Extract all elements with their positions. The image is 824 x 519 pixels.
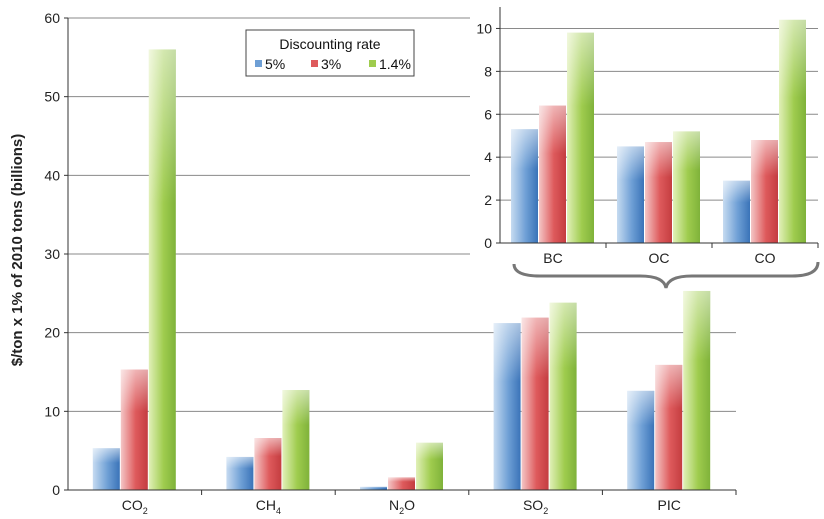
main-bar-highlight xyxy=(416,442,443,490)
main-axes xyxy=(64,17,737,495)
inset-x-category-labels: BC OC CO xyxy=(543,250,775,266)
inset-bar-highlight xyxy=(779,19,806,243)
main-bar-highlight xyxy=(254,438,282,490)
inset-brace xyxy=(512,261,820,289)
main-x-label-ch4: CH4 xyxy=(256,497,281,516)
main-bar-highlight xyxy=(148,49,176,490)
inset-bar-highlight xyxy=(539,105,566,243)
main-bar-highlight xyxy=(549,302,577,490)
legend-label-3pct: 3% xyxy=(321,56,341,72)
main-bars xyxy=(92,49,711,490)
main-x-label-n2o: N2O xyxy=(389,497,415,516)
legend-swatch-1.4pct xyxy=(369,60,376,67)
main-bar-highlight xyxy=(627,390,655,490)
inset-bar-highlight xyxy=(511,129,538,243)
inset-y-tick-label: 0 xyxy=(484,235,492,251)
inset-chart: 0 2 4 6 8 10 BC OC CO xyxy=(476,7,820,289)
inset-y-tick-label: 2 xyxy=(484,192,492,208)
inset-bar-highlight xyxy=(751,140,778,243)
inset-bars xyxy=(511,19,806,243)
main-x-label-so2: SO2 xyxy=(523,497,548,516)
legend-swatch-5pct xyxy=(255,60,262,67)
main-y-tick-label: 20 xyxy=(44,325,60,341)
y-axis-label: $/ton x 1% of 2010 tons (billions) xyxy=(9,134,26,367)
legend-label-1.4pct: 1.4% xyxy=(379,56,411,72)
inset-axes xyxy=(496,7,819,248)
main-bar-highlight xyxy=(493,323,521,490)
main-bar-highlight xyxy=(120,369,148,490)
main-x-label-pic: PIC xyxy=(658,497,681,513)
inset-y-tick-label: 6 xyxy=(484,106,492,122)
legend-swatch-3pct xyxy=(311,60,318,67)
main-bar-highlight xyxy=(282,390,310,490)
legend-label-5pct: 5% xyxy=(265,56,285,72)
main-y-tick-label: 60 xyxy=(44,10,60,26)
main-bar-highlight xyxy=(521,317,549,490)
inset-y-tick-labels: 0 2 4 6 8 10 xyxy=(476,20,492,251)
main-bar-highlight xyxy=(226,456,254,490)
legend-box xyxy=(245,29,415,77)
inset-bar-highlight xyxy=(645,142,672,243)
main-bar-highlight xyxy=(655,364,683,490)
main-bar-highlight xyxy=(360,486,387,490)
legend-items: 5% 3% 1.4% xyxy=(255,56,411,72)
main-bar-highlight xyxy=(683,290,711,490)
inset-x-label-co: CO xyxy=(755,250,776,266)
inset-x-label-bc: BC xyxy=(543,250,562,266)
main-y-tick-label: 10 xyxy=(44,403,60,419)
inset-bar-highlight xyxy=(723,180,750,243)
main-y-tick-label: 30 xyxy=(44,246,60,262)
main-y-tick-label: 40 xyxy=(44,167,60,183)
legend: Discounting rate 5% 3% 1.4% xyxy=(245,29,415,77)
main-y-tick-labels: 0 10 20 30 40 50 60 xyxy=(44,10,60,498)
main-y-tick-label: 50 xyxy=(44,89,60,105)
main-bar-highlight xyxy=(92,448,120,490)
inset-bar-highlight xyxy=(673,131,700,243)
inset-bar-highlight xyxy=(617,146,644,243)
legend-title: Discounting rate xyxy=(279,36,380,52)
main-gridlines xyxy=(68,17,736,412)
inset-bar-highlight xyxy=(567,32,594,243)
main-bar-highlight xyxy=(388,477,415,490)
inset-x-label-oc: OC xyxy=(649,250,670,266)
main-x-category-labels: CO2 CH4 N2O SO2 PIC xyxy=(122,497,681,516)
inset-y-tick-label: 4 xyxy=(484,149,492,165)
main-y-tick-label: 0 xyxy=(52,482,60,498)
main-x-label-co2: CO2 xyxy=(122,497,148,516)
inset-y-tick-label: 8 xyxy=(484,63,492,79)
inset-y-tick-label: 10 xyxy=(476,20,492,36)
